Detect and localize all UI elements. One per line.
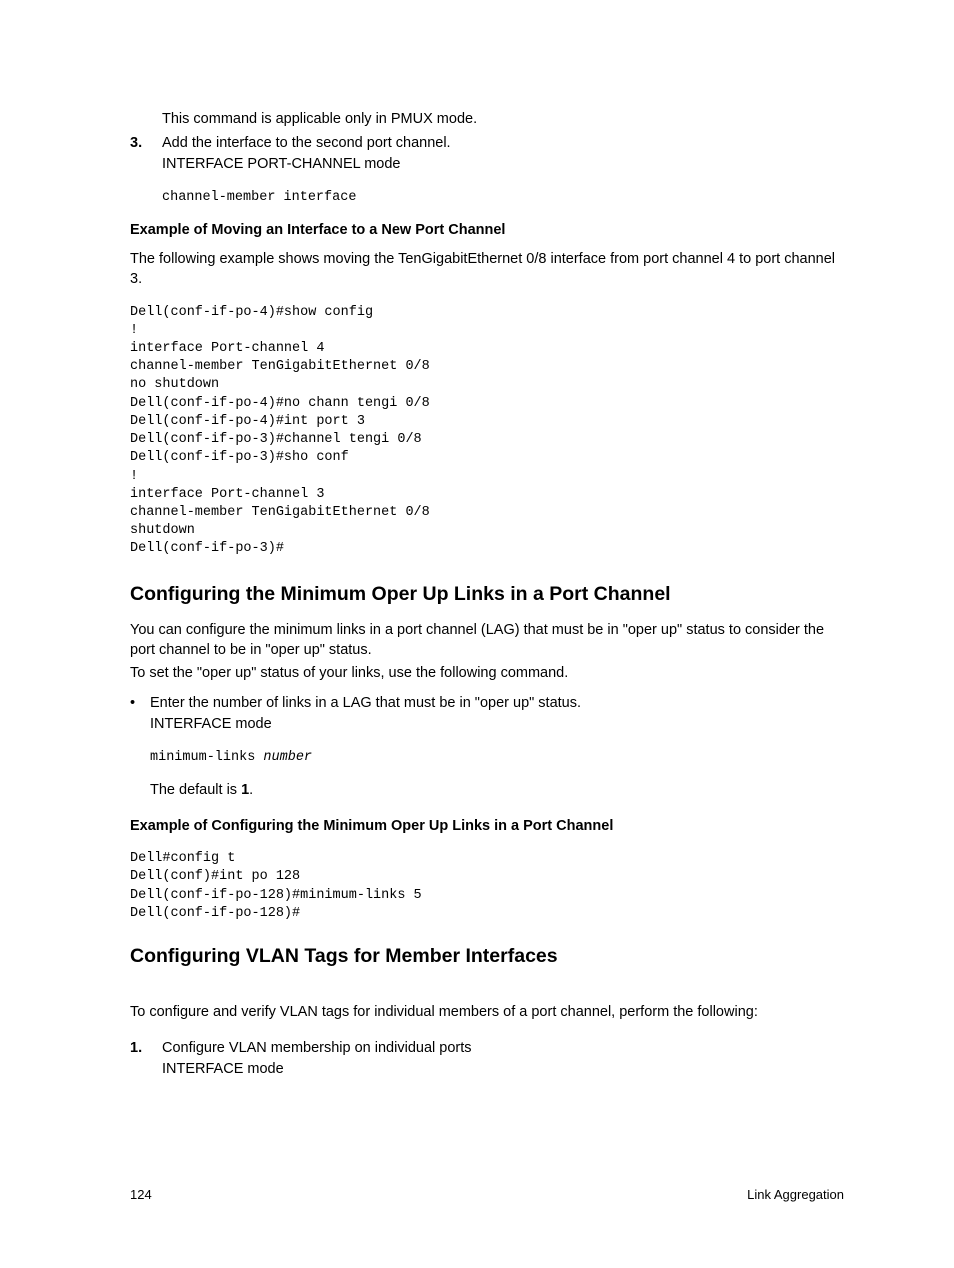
example-1-title: Example of Moving an Interface to a New … [130,221,844,241]
default-line: The default is 1. [150,781,844,801]
section-1-p2: To set the "oper up" status of your link… [130,664,844,684]
section-1-p1: You can configure the minimum links in a… [130,621,844,660]
bullet-text: Enter the number of links in a LAG that … [150,694,844,714]
example-1-intro: The following example shows moving the T… [130,250,844,289]
min-links-cmd: minimum-links number [150,749,844,767]
step-number: 1. [130,1039,162,1080]
step-mode: INTERFACE mode [162,1060,844,1080]
bullet-marker: • [130,694,150,735]
step-3-cmd: channel-member interface [162,189,844,207]
page: This command is applicable only in PMUX … [0,0,954,1268]
page-number: 124 [130,1186,152,1204]
step-text: Add the interface to the second port cha… [162,134,844,154]
step-1-vlan: 1. Configure VLAN membership on individu… [130,1039,844,1080]
step-body: Configure VLAN membership on individual … [162,1039,844,1080]
section-2-heading: Configuring VLAN Tags for Member Interfa… [130,943,844,969]
bullet-mode: INTERFACE mode [150,715,844,735]
example-2-title: Example of Configuring the Minimum Oper … [130,817,844,837]
step-number: 3. [130,134,162,175]
step-mode: INTERFACE PORT-CHANNEL mode [162,155,844,175]
section-2-intro: To configure and verify VLAN tags for in… [130,1003,844,1023]
step-text: Configure VLAN membership on individual … [162,1039,844,1059]
bullet-1: • Enter the number of links in a LAG tha… [130,694,844,735]
footer-title: Link Aggregation [747,1186,844,1204]
cmd-arg: number [263,750,312,765]
bullet-body: Enter the number of links in a LAG that … [150,694,844,735]
example-1-code: Dell(conf-if-po-4)#show config ! interfa… [130,304,844,559]
page-footer: 124 Link Aggregation [130,1186,844,1204]
cmd-text: minimum-links [150,750,263,765]
section-1-heading: Configuring the Minimum Oper Up Links in… [130,581,844,607]
example-2-code: Dell#config t Dell(conf)#int po 128 Dell… [130,850,844,923]
pmux-note: This command is applicable only in PMUX … [162,110,844,130]
step-body: Add the interface to the second port cha… [162,134,844,175]
step-3: 3. Add the interface to the second port … [130,134,844,175]
